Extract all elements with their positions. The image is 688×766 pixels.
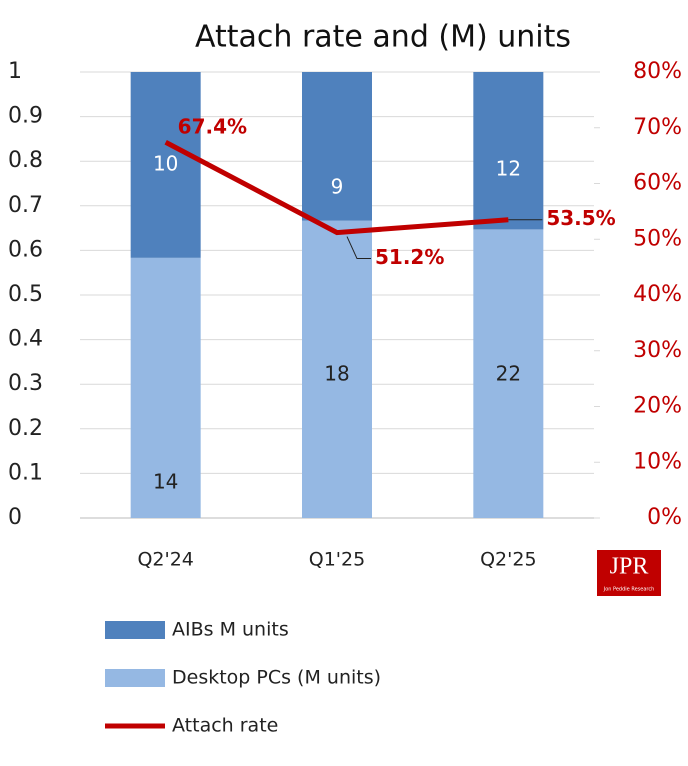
legend-label: Desktop PCs (M units) [172, 667, 381, 689]
y2-tick-label: 30% [633, 338, 682, 363]
legend-swatch [105, 621, 165, 639]
bar-segment [302, 220, 372, 518]
logo: JPR [610, 554, 649, 580]
bar-label: 9 [331, 175, 344, 199]
legend-label: Attach rate [172, 715, 278, 737]
y-tick-label: 0.5 [8, 282, 43, 307]
bar-segment [130, 72, 201, 258]
line-label: 51.2% [375, 245, 444, 269]
logo-subtitle: Jon Peddie Research [603, 587, 655, 593]
bar-label: 18 [324, 362, 349, 386]
y-tick-label: 0.7 [8, 193, 43, 218]
x-tick-label: Q2'25 [480, 549, 536, 571]
y-tick-label: 0.2 [8, 416, 43, 441]
line [164, 140, 509, 236]
y-tick-label: 0.6 [8, 237, 43, 262]
y2-tick-label: 80% [633, 59, 682, 84]
bar-segment [130, 257, 201, 518]
leader-line [346, 236, 371, 260]
y2-tick-label: 0% [647, 505, 682, 530]
logo-box [597, 550, 661, 596]
y2-tick-label: 70% [633, 115, 682, 140]
line-label: 53.5% [546, 206, 615, 230]
bar-label: 22 [496, 362, 521, 386]
y2-tick-label: 10% [633, 449, 682, 474]
y-tick-label: 0 [8, 505, 22, 530]
y2-tick-label: 50% [633, 226, 682, 251]
bar-segment [473, 229, 544, 519]
y2-tick-label: 60% [633, 171, 682, 196]
bar-segment [302, 72, 372, 221]
bar-label: 12 [496, 157, 521, 181]
y-tick-label: 0.1 [8, 460, 43, 485]
x-tick-label: Q2'24 [137, 549, 193, 571]
bar-label: 14 [153, 470, 178, 494]
y-tick-label: 0.4 [8, 327, 43, 352]
legend-label: AIBs M units [172, 619, 289, 641]
legend-swatch [105, 669, 165, 687]
x-tick-label: Q1'25 [309, 549, 365, 571]
y2-tick-label: 40% [633, 282, 682, 307]
bar-label: 10 [153, 152, 178, 176]
y-tick-label: 0.8 [8, 148, 43, 173]
y-tick-label: 1 [8, 59, 22, 84]
bar-segment [473, 72, 544, 230]
y2-tick-label: 20% [633, 394, 682, 419]
y-tick-label: 0.3 [8, 371, 43, 396]
chart-title: Attach rate and (M) units [195, 20, 571, 55]
line-label: 67.4% [178, 115, 247, 139]
y-tick-label: 0.9 [8, 104, 43, 129]
